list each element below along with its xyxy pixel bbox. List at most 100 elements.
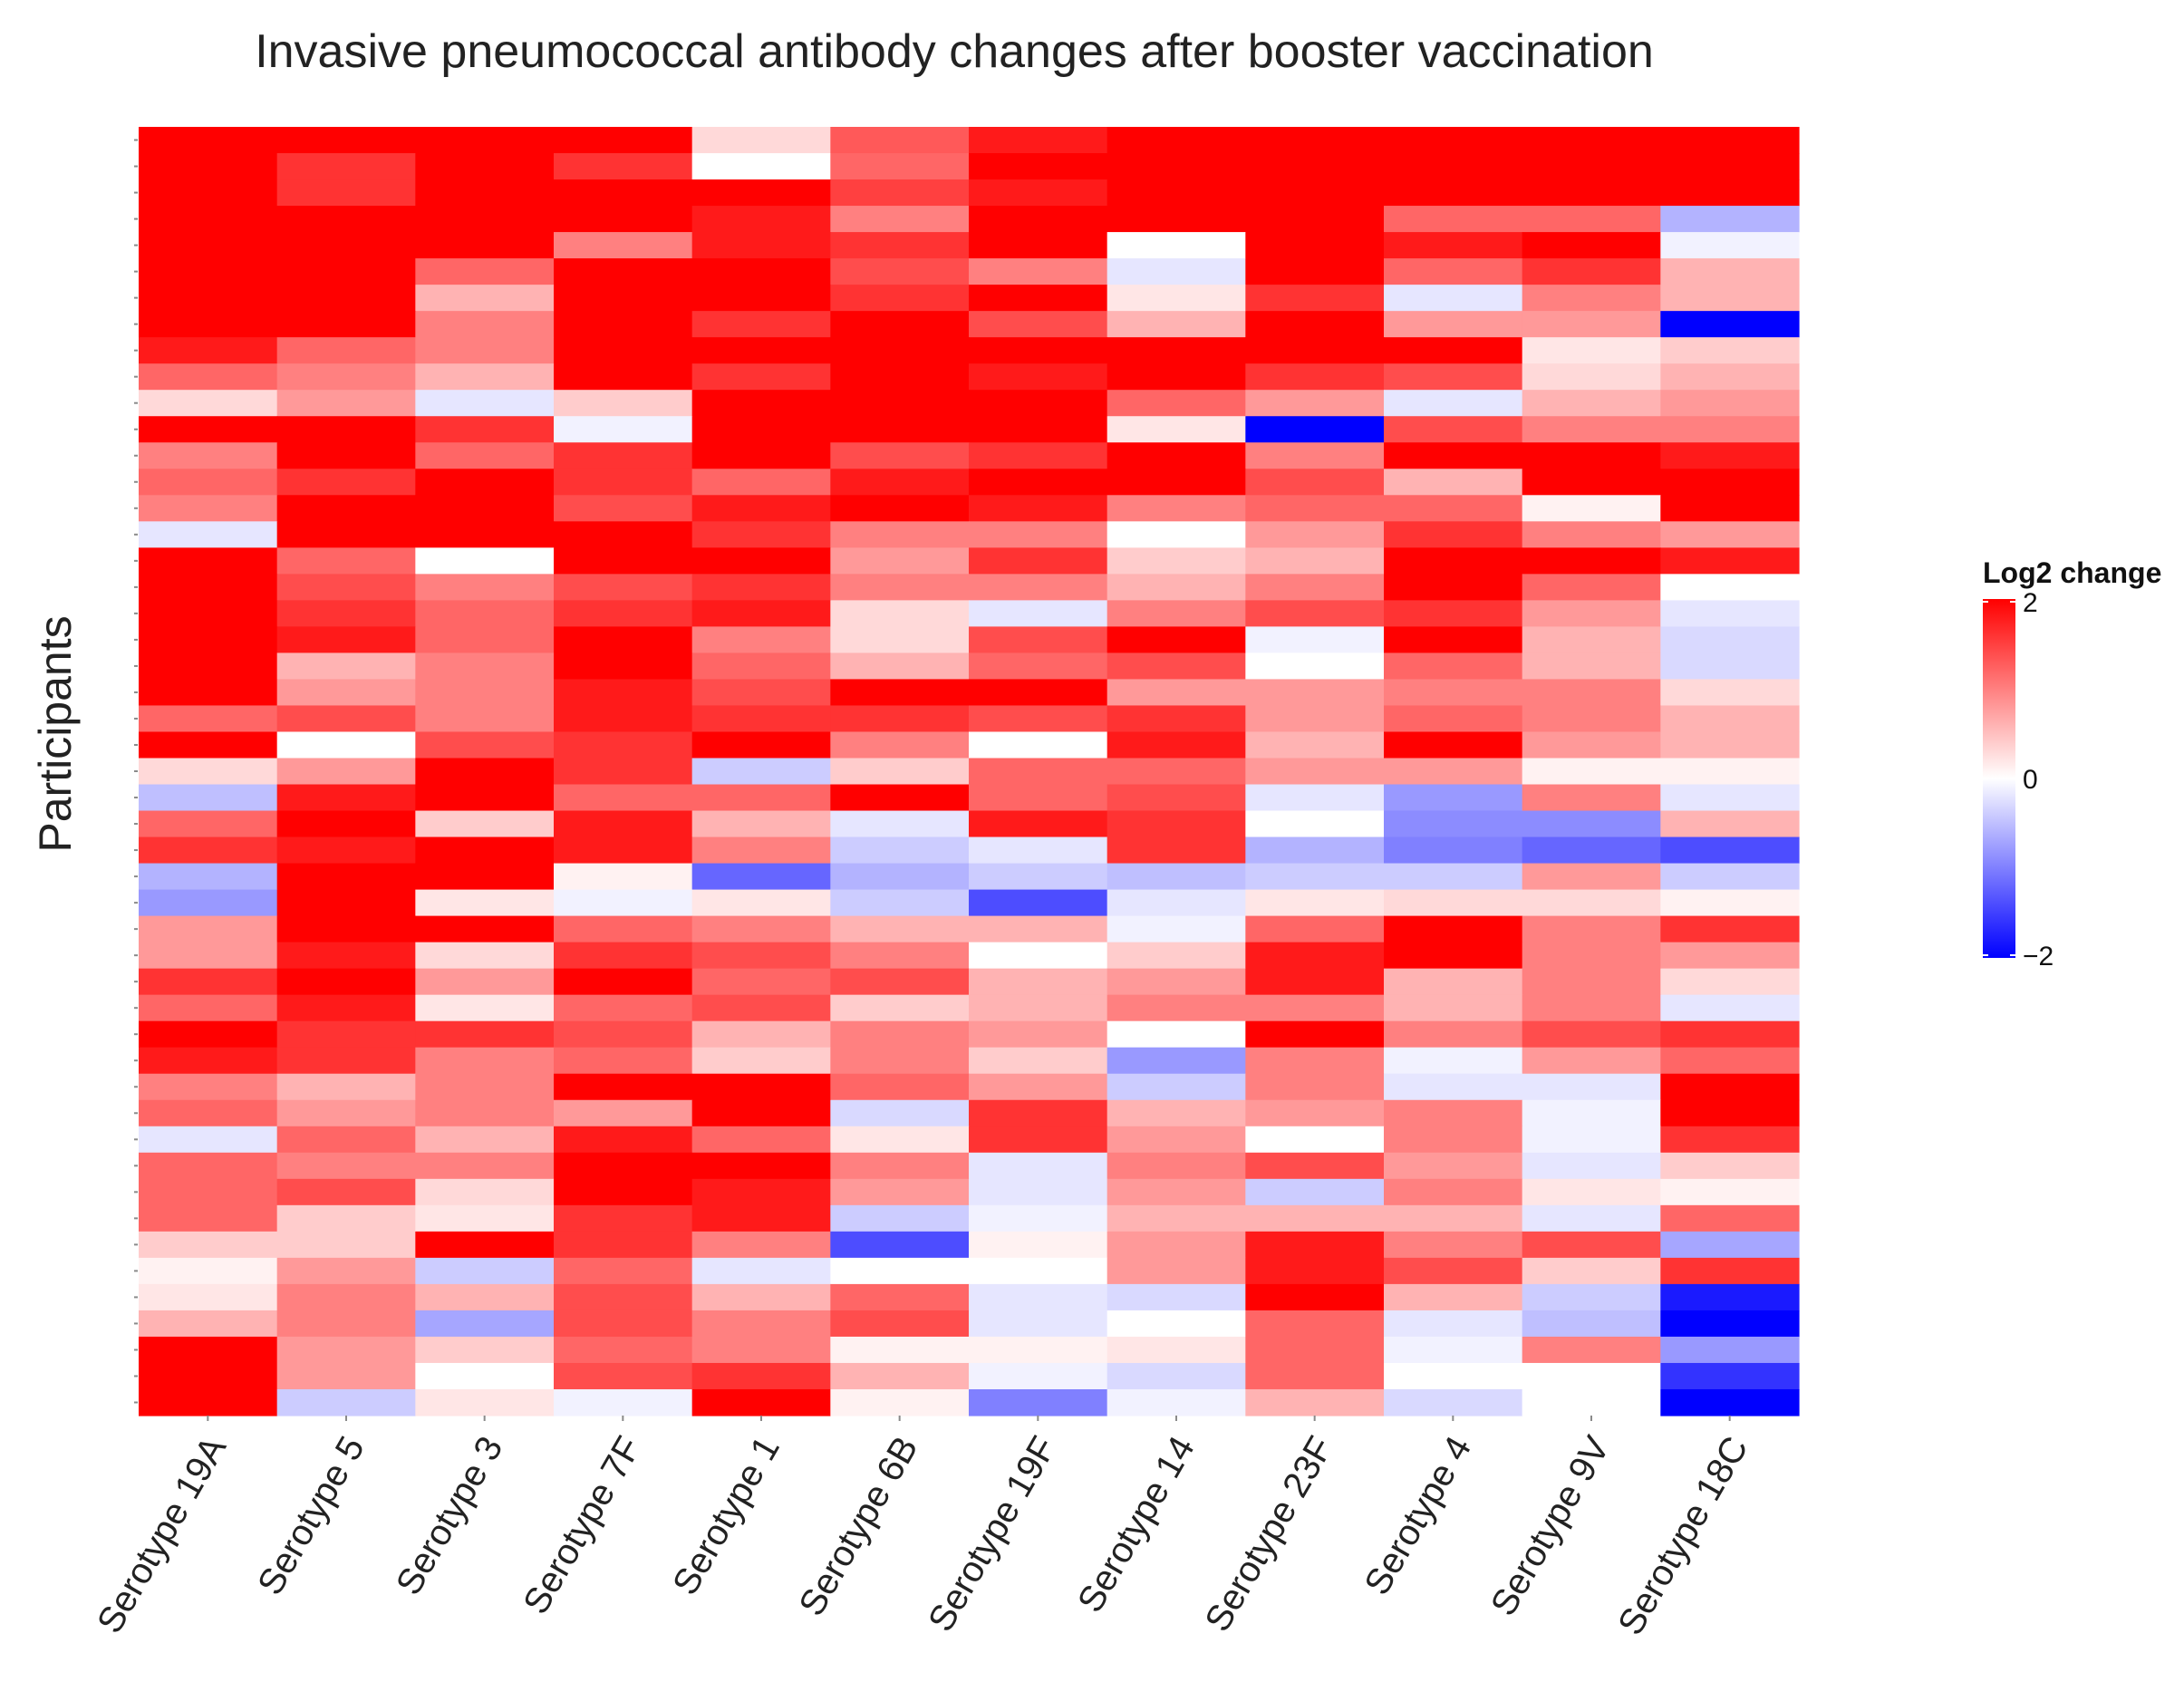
- heatmap-cell: [1245, 810, 1385, 838]
- heatmap-cell: [1660, 1362, 1800, 1390]
- heatmap-cell: [1245, 416, 1385, 443]
- heatmap-cell: [1660, 1204, 1800, 1232]
- heatmap-cell: [1384, 547, 1523, 575]
- heatmap-cell: [1245, 758, 1385, 786]
- heatmap-cell: [830, 1152, 970, 1180]
- heatmap-cell: [830, 416, 970, 443]
- heatmap-cell: [276, 652, 416, 681]
- heatmap-cell: [969, 258, 1108, 285]
- heatmap-cell: [1660, 731, 1800, 759]
- heatmap-cell: [1660, 258, 1800, 285]
- heatmap-cells: [139, 127, 1800, 1416]
- heatmap-cell: [969, 968, 1108, 996]
- heatmap-cell: [276, 942, 416, 970]
- heatmap-cell: [1522, 1152, 1661, 1180]
- heatmap-cell: [1106, 521, 1246, 548]
- heatmap-cell: [554, 442, 693, 469]
- heatmap-cell: [830, 495, 970, 522]
- heatmap-cell: [415, 495, 555, 522]
- heatmap-cell: [276, 705, 416, 733]
- heatmap-cell: [830, 153, 970, 180]
- heatmap-cell: [691, 1204, 831, 1232]
- heatmap-cell: [1106, 390, 1246, 417]
- heatmap-cell: [691, 600, 831, 627]
- heatmap-cell: [415, 153, 555, 180]
- heatmap-cell: [691, 1047, 831, 1075]
- heatmap-cell: [1384, 652, 1523, 681]
- heatmap-cell: [691, 810, 831, 838]
- heatmap-cell: [1245, 1152, 1385, 1180]
- heatmap-cell: [276, 1257, 416, 1285]
- color-legend: Log2 change 2 0 −2: [1983, 556, 2161, 972]
- heatmap-cell: [554, 1283, 693, 1311]
- y-axis-label: Participants: [30, 615, 81, 852]
- heatmap-cell: [830, 574, 970, 601]
- heatmap-cell: [691, 363, 831, 391]
- heatmap-cell: [969, 1257, 1108, 1285]
- heatmap-cell: [830, 179, 970, 207]
- heatmap-cell: [969, 600, 1108, 627]
- heatmap-cell: [969, 942, 1108, 970]
- heatmap-cell: [415, 1362, 555, 1390]
- heatmap-cell: [1384, 311, 1523, 338]
- heatmap-cell: [1384, 363, 1523, 391]
- heatmap-cell: [1522, 574, 1661, 601]
- heatmap-cell: [1106, 810, 1246, 838]
- heatmap-cell: [554, 179, 693, 207]
- heatmap-cell: [691, 1310, 831, 1338]
- heatmap-cell: [969, 1178, 1108, 1206]
- heatmap-cell: [276, 626, 416, 654]
- heatmap-cell: [554, 889, 693, 917]
- heatmap-cell: [554, 1099, 693, 1127]
- heatmap-cell: [1384, 1310, 1523, 1338]
- heatmap-cell: [1384, 626, 1523, 654]
- heatmap-cell: [1660, 363, 1800, 391]
- heatmap-cell: [415, 810, 555, 838]
- heatmap-cell: [1245, 258, 1385, 285]
- heatmap-cell: [1660, 521, 1800, 548]
- heatmap-cell: [1522, 994, 1661, 1022]
- heatmap-cell: [969, 495, 1108, 522]
- heatmap-cell: [139, 731, 278, 759]
- heatmap-cell: [1522, 547, 1661, 575]
- heatmap-cell: [415, 784, 555, 812]
- legend-tick-mid: 0: [2023, 765, 2038, 795]
- heatmap-cell: [1660, 810, 1800, 838]
- heatmap-cell: [1384, 1178, 1523, 1206]
- legend-tick-min: −2: [2023, 942, 2054, 972]
- heatmap-cell: [415, 1047, 555, 1075]
- heatmap-cell: [415, 731, 555, 759]
- heatmap-cell: [554, 337, 693, 364]
- heatmap-cell: [691, 758, 831, 786]
- heatmap-cell: [1245, 600, 1385, 627]
- heatmap-cell: [969, 915, 1108, 943]
- heatmap-cell: [969, 469, 1108, 496]
- heatmap-cell: [1245, 390, 1385, 417]
- heatmap-cell: [276, 1388, 416, 1416]
- heatmap-cell: [276, 232, 416, 259]
- heatmap-cell: [276, 968, 416, 996]
- heatmap-cell: [1522, 153, 1661, 180]
- heatmap-cell: [1522, 1204, 1661, 1232]
- x-tick-label: Serotype 3: [389, 1430, 511, 1602]
- heatmap-cell: [1245, 1257, 1385, 1285]
- heatmap-cell: [415, 1020, 555, 1049]
- heatmap-cell: [139, 889, 278, 917]
- heatmap-cell: [969, 731, 1108, 759]
- heatmap-cell: [276, 1152, 416, 1180]
- heatmap-cell: [415, 547, 555, 575]
- heatmap-cell: [969, 285, 1108, 312]
- heatmap-cell: [691, 1020, 831, 1049]
- heatmap-cell: [1106, 1310, 1246, 1338]
- heatmap-cell: [1522, 915, 1661, 943]
- heatmap-cell: [139, 547, 278, 575]
- heatmap-cell: [415, 758, 555, 786]
- heatmap-cell: [139, 810, 278, 838]
- heatmap-cell: [969, 1310, 1108, 1338]
- heatmap-cell: [139, 1283, 278, 1311]
- heatmap-cell: [139, 337, 278, 364]
- heatmap-cell: [415, 179, 555, 207]
- heatmap-cell: [554, 1257, 693, 1285]
- heatmap-cell: [1106, 1257, 1246, 1285]
- heatmap-cell: [969, 206, 1108, 233]
